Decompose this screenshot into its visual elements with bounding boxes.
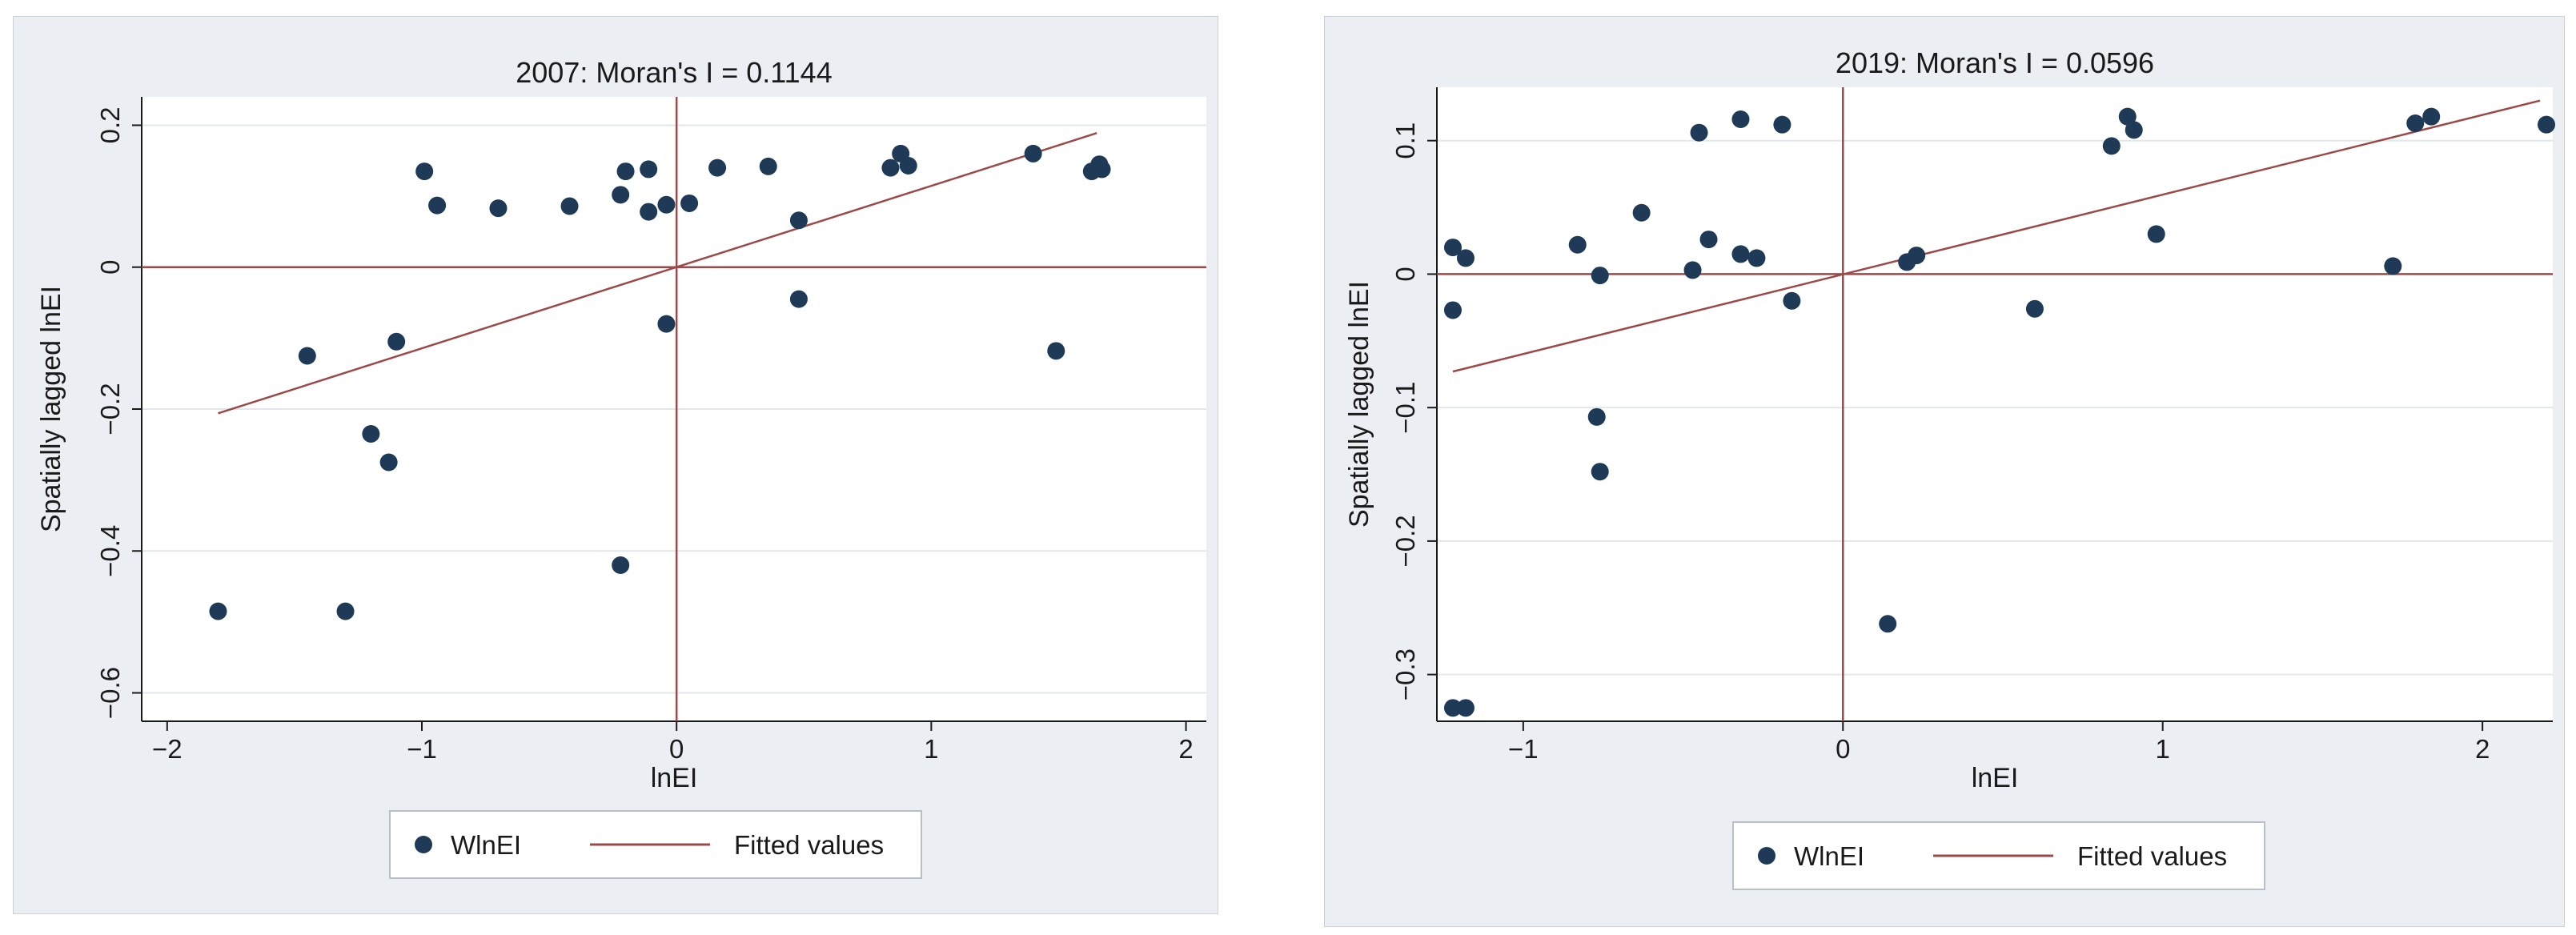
y-tick-label: −0.1 — [1390, 382, 1420, 434]
data-point — [2384, 257, 2402, 275]
data-point — [708, 159, 727, 177]
data-point — [1591, 267, 1609, 285]
plot-area — [1437, 87, 2553, 721]
chart-panel-2007: −2 −1 0 1 2 0.2 0 −0.2 −0.4 −0.6 2007: Moran's I =… — [13, 16, 1218, 914]
x-axis-label: lnEI — [651, 763, 698, 793]
legend-label-wlnei: WlnEI — [1794, 841, 1864, 871]
data-point — [612, 556, 630, 574]
data-point — [1690, 123, 1708, 142]
data-point — [1047, 342, 1065, 360]
data-point — [640, 203, 658, 221]
chart-title: 2019: Moran's I = 0.0596 — [1836, 46, 2154, 79]
data-point — [1024, 144, 1042, 163]
data-point — [2118, 107, 2137, 126]
x-tick-label: −1 — [407, 734, 437, 764]
data-point — [640, 160, 658, 179]
data-point — [1587, 407, 1606, 426]
data-point — [1443, 301, 1462, 319]
data-point — [1879, 615, 1897, 633]
x-tick-label: 0 — [1836, 734, 1850, 764]
y-tick-label: 0 — [95, 260, 125, 275]
y-tick-label: −0.6 — [95, 667, 125, 719]
data-point — [1683, 261, 1702, 279]
data-point — [2147, 225, 2165, 243]
data-point — [560, 197, 579, 215]
fitted-values-line — [1452, 99, 2541, 373]
data-point — [2422, 107, 2441, 126]
y-tick-label: −0.4 — [95, 525, 125, 577]
data-point — [428, 196, 447, 215]
chart-panel-2019: −1 0 1 2 0.1 0 −0.1 −0.2 −0.3 2019: Moran's I = 0… — [1324, 16, 2565, 927]
data-point — [298, 347, 316, 365]
data-point — [362, 425, 380, 443]
legend-point-marker — [415, 836, 432, 853]
data-point — [489, 199, 508, 218]
data-point — [1632, 203, 1651, 222]
y-tick-label: 0.1 — [1390, 122, 1420, 159]
y-tick-label: −0.3 — [1390, 648, 1420, 700]
data-point — [657, 315, 676, 333]
y-axis-label: Spatially lagged lnEI — [1344, 281, 1374, 528]
x-tick-label: −1 — [1508, 734, 1539, 764]
data-point — [1908, 247, 1926, 265]
data-point — [2102, 137, 2121, 155]
data-point — [657, 195, 676, 214]
data-point — [759, 157, 777, 175]
data-point — [2406, 114, 2425, 133]
x-tick-label: 2 — [2475, 734, 2490, 764]
data-point — [209, 602, 227, 620]
y-tick-label: 0 — [1390, 267, 1420, 281]
moran-scatter-2019: −1 0 1 2 0.1 0 −0.1 −0.2 −0.3 2019: Moran's I = 0… — [1344, 46, 2556, 890]
data-point — [789, 290, 808, 308]
x-tick-label: 0 — [669, 734, 684, 764]
y-tick-label: −0.2 — [95, 383, 125, 435]
data-point — [1443, 239, 1462, 257]
y-axis-label: Spatially lagged lnEI — [36, 286, 66, 532]
x-tick-label: −2 — [152, 734, 183, 764]
legend-point-marker — [1758, 847, 1776, 865]
legend-label-wlnei: WlnEI — [451, 830, 521, 860]
data-point — [379, 453, 398, 472]
y-tick-label: −0.2 — [1390, 515, 1420, 567]
data-point — [1773, 115, 1792, 134]
data-point — [1443, 699, 1462, 717]
data-point — [881, 159, 900, 177]
data-point — [1456, 699, 1475, 717]
data-point — [1093, 160, 1111, 179]
y-tick-label: 0.2 — [95, 107, 125, 144]
data-point — [2538, 115, 2556, 134]
x-tick-label: 1 — [2156, 734, 2170, 764]
chart-title: 2007: Moran's I = 0.1144 — [516, 56, 832, 89]
data-point — [612, 186, 630, 204]
data-point — [1731, 110, 1750, 129]
data-point — [336, 602, 355, 620]
data-point — [1747, 249, 1766, 267]
legend-label-fitted: Fitted values — [2077, 841, 2227, 871]
data-point — [1783, 291, 1801, 310]
data-point — [680, 194, 699, 212]
data-point — [1731, 245, 1750, 263]
x-axis-label: lnEI — [1972, 763, 2019, 793]
legend-label-fitted: Fitted values — [734, 830, 884, 860]
fitted-values-line — [218, 132, 1097, 415]
data-point — [1699, 231, 1718, 249]
data-point — [2025, 299, 2044, 318]
data-point — [415, 163, 434, 181]
x-tick-label: 1 — [924, 734, 938, 764]
data-point — [616, 163, 635, 181]
data-point — [1568, 235, 1587, 254]
data-point — [899, 156, 917, 175]
data-point — [1456, 249, 1475, 267]
data-point — [387, 332, 406, 351]
data-point — [789, 211, 808, 230]
moran-scatter-2007: −2 −1 0 1 2 0.2 0 −0.2 −0.4 −0.6 2007: Moran's I =… — [36, 56, 1206, 879]
data-point — [1591, 463, 1609, 481]
data-point — [2125, 121, 2143, 139]
x-tick-label: 2 — [1178, 734, 1193, 764]
